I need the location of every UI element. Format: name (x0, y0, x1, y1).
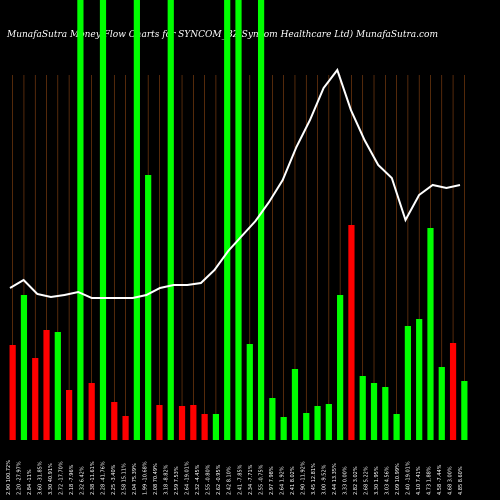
bar-5 (54, 332, 61, 440)
x-tick-label: 4.68 3.00% (448, 466, 454, 495)
x-tick-label: 3.03 4.56% (384, 466, 390, 495)
x-tick-label: 2.42 8.10% (227, 466, 233, 495)
x-tick-label: 3.60 -31.85% (38, 461, 44, 495)
x-tick-label: 3.45 12.81% (311, 463, 317, 495)
bar-7 (77, 0, 84, 440)
bar-17 (190, 405, 197, 440)
x-tick-label: 2.04 75.39% (132, 463, 138, 495)
bar-13 (145, 175, 152, 440)
x-tick-label: 2.41 8.02% (290, 466, 296, 495)
x-tick-label: 2.64 1.92% (279, 466, 285, 495)
bar-40 (449, 343, 457, 440)
x-tick-label: 2.20 -27.97% (17, 461, 23, 495)
x-tick-label: 2.32 -4.45% (195, 464, 201, 495)
x-tick-label: 2.62 -0.95% (216, 464, 222, 495)
bar-1 (9, 345, 16, 440)
bar-23 (257, 0, 265, 440)
chart-title: MunafaSutra Money Flow Charts for SYNCOM… (7, 30, 239, 40)
bar-39 (438, 367, 445, 440)
x-tick-label: 2.34 -7.71% (248, 464, 254, 495)
bar-31 (348, 225, 355, 440)
x-tick-label: 2.82 3.02% (353, 466, 359, 495)
x-tick-label: 2.97 7.98% (269, 466, 275, 495)
x-tick-label: 2.55 -0.80% (206, 464, 212, 495)
bar-25 (280, 417, 287, 440)
x-tick-label: 1.99 -10.68% (143, 461, 149, 495)
bar-19 (212, 414, 220, 440)
x-tick-label: 3.33 0.00% (342, 466, 348, 495)
bar-20 (224, 0, 231, 440)
x-tick-label: 2.58 15.11% (122, 463, 128, 495)
bar-21 (235, 0, 242, 440)
x-tick-label: 2.32 6.42% (80, 466, 86, 495)
bar-26 (291, 369, 299, 440)
bar-15 (167, 0, 174, 440)
bar-24 (269, 398, 276, 440)
bar-35 (393, 414, 400, 440)
bar-28 (314, 406, 321, 440)
x-tick-label: 2.40 -19.01% (405, 461, 411, 495)
x-tick-label: 4.58 -7.44% (437, 464, 443, 495)
x-tick-label: 2.08 70.49% (153, 463, 159, 495)
company-caption: (Syncom Healthcare Ltd) MunafaSutra.com (238, 30, 438, 40)
x-tick-label: 3.30 40.91% (48, 463, 54, 495)
bar-37 (416, 319, 423, 440)
x-tick-label: 3.30 1.95% (374, 466, 380, 495)
x-tick-label: 2.90 100.72% (6, 460, 12, 495)
bar-10 (111, 402, 118, 440)
x-tick-label: 2.44 13.35% (332, 463, 338, 495)
x-tick-label: 2.09 10.99% (395, 463, 401, 495)
bar-12 (133, 0, 140, 440)
x-tick-label: 4.85 8.60% (458, 466, 464, 495)
bar-6 (66, 390, 73, 440)
bar-3 (32, 358, 39, 440)
bar-22 (246, 344, 253, 440)
x-tick-label: 2.84 -11% (27, 469, 33, 495)
bar-18 (201, 414, 208, 440)
x-tick-label: 2.55 -0.75% (258, 464, 264, 495)
bar-41 (461, 381, 468, 440)
x-tick-label: 2.64 -19.01% (185, 461, 191, 495)
x-tick-label: 4.73 1.88% (427, 466, 433, 495)
bar-9 (99, 0, 107, 440)
x-tick-label: 4.10 7.41% (416, 466, 422, 495)
price-line (9, 67, 461, 299)
x-tick-label: 3.00 -9.52% (321, 464, 327, 495)
bar-16 (178, 406, 186, 440)
bar-27 (303, 413, 310, 440)
bar-11 (122, 416, 129, 440)
bar-8 (88, 383, 95, 440)
x-tick-label: 2.90 -11.92% (300, 461, 306, 495)
bar-38 (427, 228, 434, 440)
x-tick-label: 2.28 -41.76% (101, 461, 107, 495)
bar-33 (370, 383, 378, 440)
x-tick-label: 2.68 5.22% (363, 466, 369, 495)
bar-34 (382, 387, 389, 440)
bar-32 (359, 376, 366, 440)
x-tick-label: 2.72 -17.70% (59, 461, 65, 495)
x-tick-label: 2.59 7.53% (174, 466, 180, 495)
bar-4 (43, 330, 50, 440)
x-tick-label: 2.25 -3.40% (111, 464, 117, 495)
x-tick-label: 2.38 -11.61% (90, 461, 96, 495)
bar-36 (404, 326, 411, 440)
bar-2 (20, 295, 28, 440)
bar-14 (156, 405, 163, 440)
x-tick-label: 3.18 -8.82% (164, 464, 170, 495)
x-tick-label: 2.18 -7.96% (69, 464, 75, 495)
bar-29 (325, 404, 332, 440)
x-tick-label: 2.41 -7.85% (237, 464, 243, 495)
bar-30 (337, 295, 344, 440)
